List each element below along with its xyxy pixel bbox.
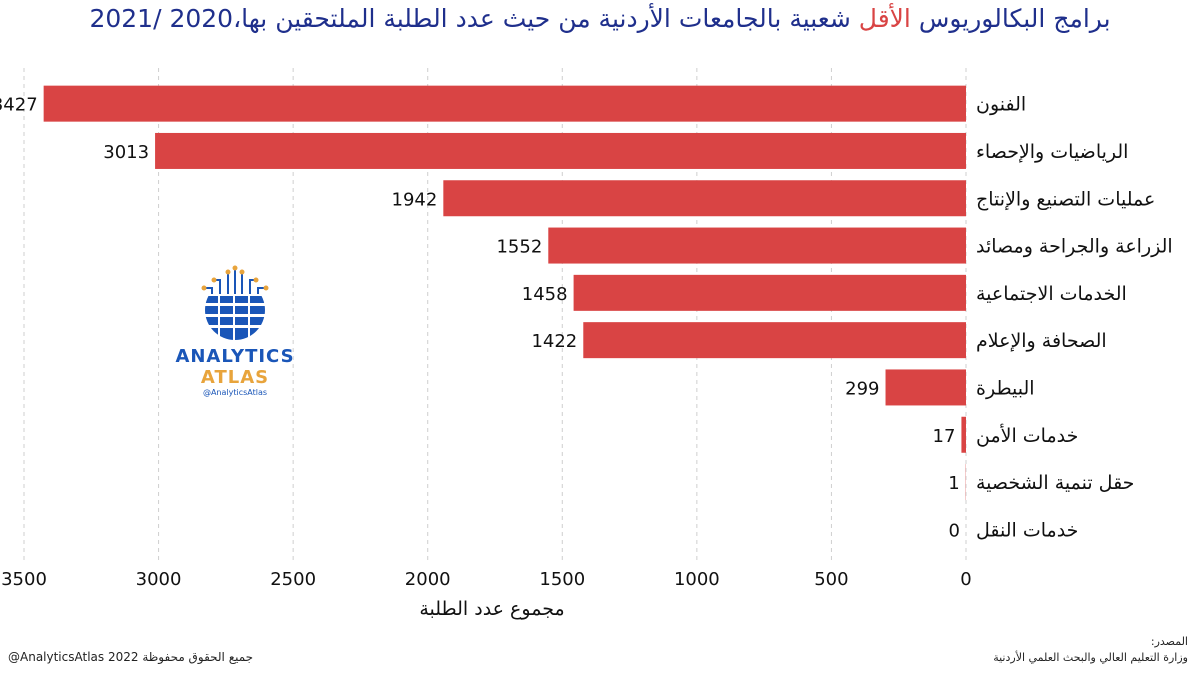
bar (155, 132, 966, 169)
category-label: الصحافة والإعلام (976, 330, 1107, 352)
bar (573, 274, 966, 311)
category-label: الفنون (976, 94, 1026, 116)
category-label: خدمات الأمن (976, 424, 1078, 447)
category-label: الرياضيات والإحصاء (976, 141, 1128, 163)
bar (548, 227, 966, 264)
source-text: وزارة التعليم العالي والبحث العلمي الأرد… (993, 651, 1188, 664)
analytics-atlas-logo: ANALYTICS ATLAS @AnalyticsAtlas (165, 262, 305, 397)
category-label: حقل تنمية الشخصية (976, 472, 1134, 494)
logo-line2: ATLAS (200, 367, 270, 388)
logo-handle: @AnalyticsAtlas (202, 388, 268, 397)
x-axis-title: مجموع عدد الطلبة (419, 598, 564, 620)
category-label: خدمات النقل (976, 519, 1078, 541)
x-tick-label: 3000 (136, 569, 182, 590)
x-tick-label: 3500 (1, 569, 47, 590)
category-label: البيطرة (976, 377, 1035, 399)
x-tick-label: 2000 (405, 569, 451, 590)
source-note: المصدر: وزارة التعليم العالي والبحث العل… (993, 634, 1188, 666)
bar (885, 369, 966, 406)
category-label: عمليات التصنيع والإنتاج (976, 188, 1155, 210)
title-highlight: الأقل (858, 4, 911, 33)
category-label: الزراعة والجراحة ومصائد (976, 236, 1173, 258)
x-tick-label: 1500 (539, 569, 585, 590)
chart-title: برامج البكالوريوس الأقل شعبية بالجامعات … (0, 4, 1200, 33)
data-label: 1458 (522, 284, 568, 305)
title-after: شعبية بالجامعات الأردنية من حيث عدد الطل… (89, 4, 851, 33)
x-tick-label: 0 (960, 569, 971, 590)
category-label: الخدمات الاجتماعية (976, 283, 1127, 305)
copyright-notice: جميع الحقوق محفوظة AnalyticsAtlas 2022@ (8, 650, 254, 664)
data-label: 3013 (103, 142, 149, 163)
data-label: 3427 (0, 95, 38, 116)
bar (961, 416, 966, 453)
data-label: 1 (948, 473, 959, 494)
logo-line1: ANALYTICS (175, 346, 295, 367)
bar (443, 180, 966, 217)
data-label: 299 (845, 378, 879, 399)
source-label: المصدر: (1150, 635, 1188, 648)
title-before: برامج البكالوريوس (918, 4, 1111, 33)
data-label: 1942 (392, 189, 438, 210)
bars: 3427 الفنون 3013 الرياضيات والإحصاء 1942 عملي… (0, 85, 1173, 541)
x-tick-label: 1000 (674, 569, 720, 590)
data-label: 1552 (496, 237, 542, 258)
data-label: 1422 (531, 331, 577, 352)
bar (43, 85, 967, 122)
bar (583, 322, 966, 359)
x-tick-label: 2500 (270, 569, 316, 590)
x-axis-ticks: 0 500 1000 1500 2000 2500 3000 3500 (1, 569, 972, 590)
globe-circuit-icon (201, 265, 269, 340)
x-tick-label: 500 (814, 569, 848, 590)
data-label: 0 (949, 520, 960, 541)
data-label: 17 (933, 426, 956, 447)
